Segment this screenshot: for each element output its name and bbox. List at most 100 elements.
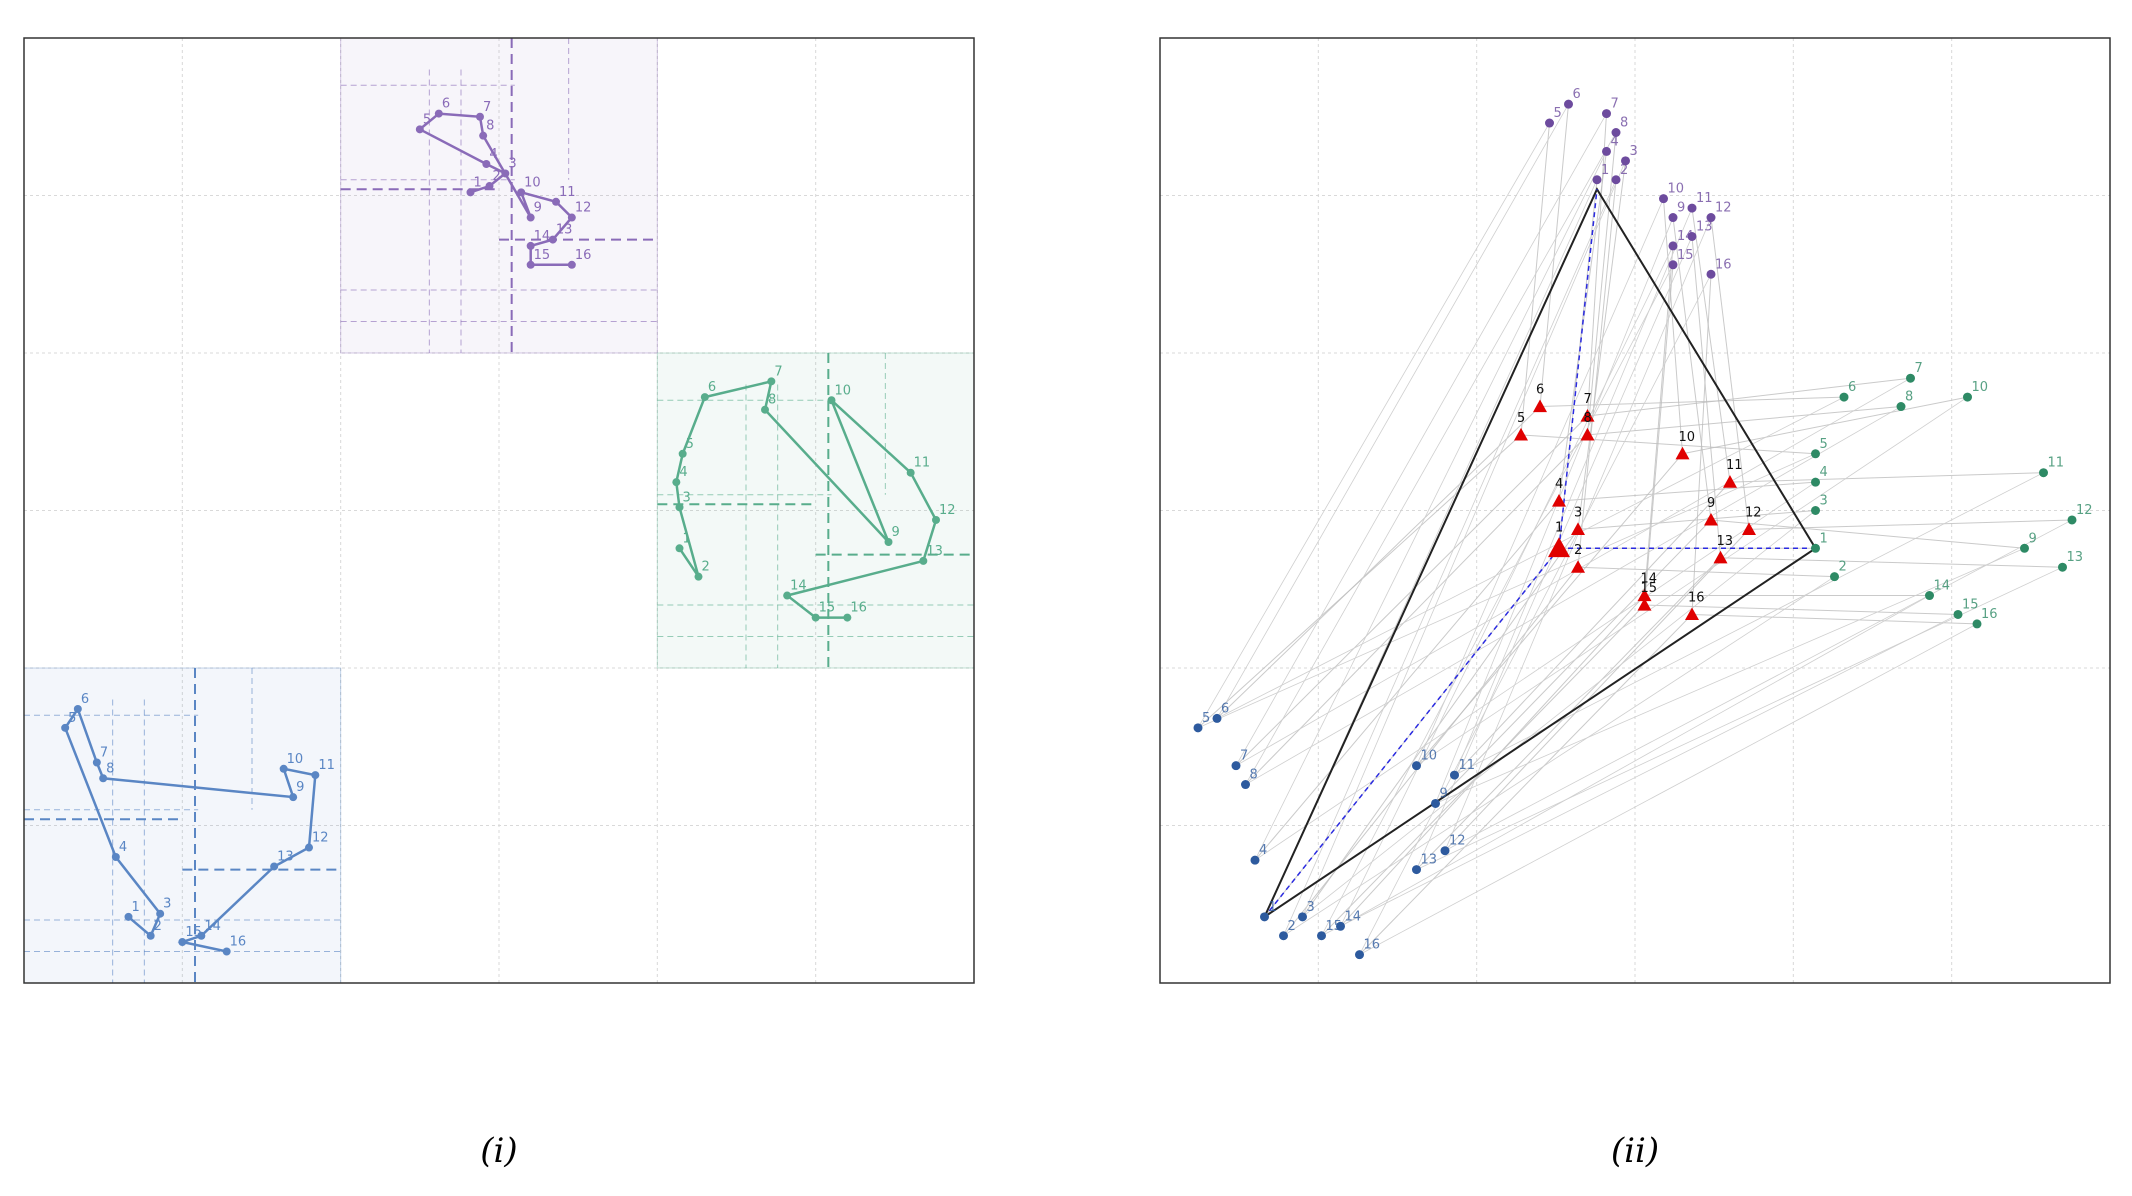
teal-point-label: 9 xyxy=(892,525,900,540)
blue-point-label: 3 xyxy=(163,897,171,912)
purple-blue-connector xyxy=(1416,198,1664,766)
teal-connector xyxy=(1682,396,1968,455)
blue-point xyxy=(124,912,133,921)
purple-point-label: 7 xyxy=(1611,97,1619,112)
blue-group-box xyxy=(23,667,342,984)
blue-point-label: 9 xyxy=(1440,786,1448,801)
teal-point xyxy=(1811,543,1820,553)
teal-blue-connector xyxy=(1254,481,1816,861)
purple-connector xyxy=(1577,179,1617,568)
right-group-points: 1 234567891011121314151612345678910111213… xyxy=(1193,87,2093,960)
blue-point xyxy=(1412,865,1421,875)
blue-point-label: 11 xyxy=(318,758,335,773)
right-connector-lines xyxy=(1197,103,2073,956)
dashed-line-bottom-left xyxy=(1263,547,1560,918)
teal-point xyxy=(1811,477,1820,487)
purple-point xyxy=(548,235,557,244)
blue-connector xyxy=(1454,481,1731,776)
teal-point xyxy=(1972,619,1982,629)
red-marker xyxy=(1637,588,1652,602)
purple-point xyxy=(1602,146,1611,156)
teal-blue-connector xyxy=(1283,576,1835,937)
teal-point xyxy=(1953,609,1963,619)
purple-connector xyxy=(1587,132,1617,435)
purple-point xyxy=(1659,194,1668,204)
purple-point xyxy=(482,160,491,168)
teal-point xyxy=(1963,392,1972,402)
blue-point xyxy=(1450,770,1459,780)
red-marker xyxy=(1548,537,1570,558)
teal-point-label: 12 xyxy=(939,503,956,518)
blue-point-label: 13 xyxy=(277,849,294,864)
blue-point-label: 14 xyxy=(204,919,221,934)
teal-blue-connector xyxy=(1416,566,2063,870)
blue-point xyxy=(1250,855,1260,865)
teal-point xyxy=(678,449,687,458)
red-marker xyxy=(1637,598,1652,611)
blue-point xyxy=(1317,931,1326,941)
blue-point-label: 11 xyxy=(1459,758,1476,773)
purple-point xyxy=(479,131,488,140)
blue-point-label: 1 xyxy=(1269,900,1277,915)
purple-point xyxy=(1564,99,1573,109)
red-marker xyxy=(1533,399,1547,413)
purple-point xyxy=(1668,241,1678,251)
purple-point-label: 13 xyxy=(1696,219,1713,234)
teal-point-label: 4 xyxy=(1820,465,1828,480)
red-marker xyxy=(1580,409,1595,422)
blue-point xyxy=(1212,713,1222,723)
purple-point-label: 13 xyxy=(556,223,573,238)
teal-point-label: 7 xyxy=(1915,361,1923,376)
blue-point xyxy=(1231,761,1241,771)
blue-point-label: 9 xyxy=(296,780,304,795)
teal-point-label: 14 xyxy=(1934,579,1951,594)
red-marker xyxy=(1514,427,1528,441)
teal-point xyxy=(2020,543,2029,553)
teal-point xyxy=(1925,591,1934,601)
purple-point-label: 16 xyxy=(1715,257,1732,272)
teal-point xyxy=(675,544,684,553)
purple-blue-connector xyxy=(1454,207,1693,776)
red-marker-label: 14 xyxy=(1641,572,1658,587)
blue-point xyxy=(289,793,298,802)
purple-point xyxy=(485,182,494,191)
purple-point-label: 15 xyxy=(1677,248,1694,263)
right-dashed-lines xyxy=(1263,189,1816,918)
purple-point-label: 14 xyxy=(1677,229,1694,244)
panel-right: 1 234567891011121314151612345678910111213… xyxy=(1159,37,2111,1171)
teal-blue-connector xyxy=(1340,595,1930,927)
purple-blue-connector xyxy=(1435,217,1674,804)
teal-point-label: 15 xyxy=(1962,597,1979,612)
teal-blue-connector xyxy=(1216,396,1845,719)
purple-point-label: 5 xyxy=(1554,106,1562,121)
red-marker-label: 5 xyxy=(1517,411,1525,426)
teal-point xyxy=(906,468,915,477)
teal-point xyxy=(1811,506,1820,515)
red-marker xyxy=(1571,522,1585,535)
blue-connector xyxy=(1254,500,1560,861)
blue-path xyxy=(63,706,317,953)
purple-blue-connector xyxy=(1197,122,1550,729)
teal-connector xyxy=(1710,519,2025,549)
red-marker-label: 6 xyxy=(1536,383,1544,398)
teal-point xyxy=(2058,562,2067,572)
purple-point-label: 7 xyxy=(483,100,491,115)
blue-point-label: 7 xyxy=(100,746,108,761)
purple-connector xyxy=(1672,217,1712,521)
blue-point-label: 7 xyxy=(1240,749,1248,764)
purple-point xyxy=(501,169,510,178)
red-marker-label: 11 xyxy=(1726,458,1743,473)
teal-point xyxy=(672,478,681,487)
purple-point xyxy=(434,109,443,118)
blue-point xyxy=(111,853,120,861)
teal-point-label: 11 xyxy=(914,456,931,471)
blue-point-label: 8 xyxy=(1250,768,1258,783)
blue-point xyxy=(270,862,279,871)
teal-connector xyxy=(1577,510,1816,530)
blue-point xyxy=(1440,846,1450,856)
purple-point-label: 4 xyxy=(1611,134,1619,149)
teal-point-label: 12 xyxy=(2076,503,2093,518)
red-marker-label: 15 xyxy=(1641,581,1658,596)
teal-point-label: 5 xyxy=(686,437,694,452)
purple-point-label: 14 xyxy=(534,229,551,244)
